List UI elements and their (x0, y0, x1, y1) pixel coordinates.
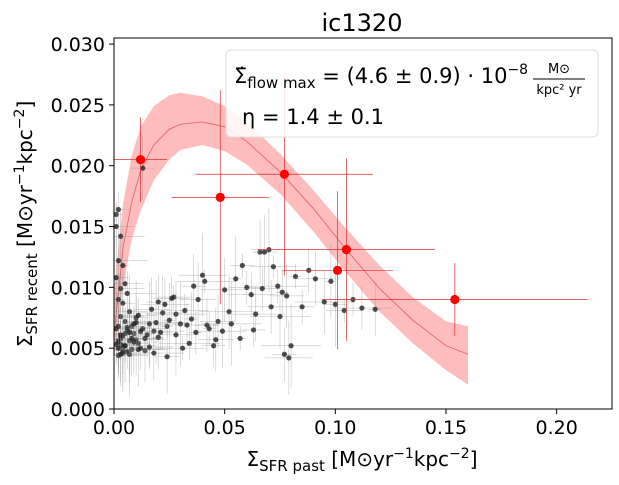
annotation-eta: η = 1.4 ± 0.1 (242, 105, 384, 129)
y-axis: 0.000 0.005 0.010 0.015 0.020 0.025 0.030 (51, 34, 114, 421)
y-tick-label: 0.015 (51, 217, 105, 239)
pixel-point (199, 274, 260, 349)
binned-point (257, 158, 435, 341)
model-center-line (113, 121, 469, 355)
pixel-point (261, 303, 322, 388)
y-tick-label: 0.010 (51, 277, 105, 299)
pixel-point (128, 319, 153, 344)
y-axis-label: ΣSFR recent [M⊙yr−1kpc−2] (12, 101, 41, 348)
pixel-point (163, 283, 176, 358)
pixel-point (241, 312, 266, 347)
flow-unit-denominator: kpc² yr (536, 83, 582, 98)
x-tick-label: 0.00 (93, 417, 135, 439)
pixel-point (198, 294, 247, 369)
pixel-point (123, 290, 136, 375)
pixel-point (140, 277, 189, 332)
pixel-point (229, 236, 242, 321)
pixel-point (174, 269, 235, 294)
pixel-point (155, 319, 180, 394)
flow-exponent: −8 (507, 62, 528, 78)
pixel-point (230, 253, 255, 278)
pixel-point (272, 327, 297, 382)
binned-point (322, 263, 588, 337)
pixel-point (369, 282, 382, 337)
pixel-point (114, 209, 145, 264)
y-tick-label: 0.000 (51, 399, 105, 421)
pixel-point (181, 254, 206, 319)
pixel-point (323, 262, 348, 347)
pixel-points-layer (113, 136, 392, 397)
x-tick-label: 0.05 (204, 417, 246, 439)
pixel-point (201, 281, 262, 366)
y-tick-label: 0.025 (51, 95, 105, 117)
pixel-point (158, 336, 207, 361)
binned-point (114, 117, 168, 203)
flow-value: = (4.6 ± 0.9) · 10 (316, 64, 508, 88)
y-tick-label: 0.020 (51, 156, 105, 178)
pixel-point (130, 136, 155, 201)
pixel-point (247, 269, 308, 304)
binned-point (171, 90, 269, 305)
flow-unit-numerator: M⊙ (548, 62, 570, 77)
pixel-point (268, 263, 305, 328)
plot-frame (113, 37, 613, 410)
y-tick-label: 0.030 (51, 34, 105, 56)
model-band (114, 92, 469, 385)
pixel-point (324, 244, 337, 319)
legend-box: Σ̇flow max = (4.6 ± 0.9) · 10−8 M⊙ kpc² … (225, 49, 599, 138)
pixel-point (189, 310, 202, 355)
pixel-point (264, 320, 313, 395)
annotation-flow: Σ̇flow max = (4.6 ± 0.9) · 10−8 (234, 62, 528, 92)
pixel-point (180, 262, 217, 337)
pixel-point (200, 257, 249, 322)
flow-subscript: flow max (247, 74, 315, 92)
pixel-point (157, 292, 194, 377)
flow-symbol: Σ̇ (234, 64, 247, 88)
pixel-point (225, 287, 286, 342)
pixel-point (120, 298, 157, 333)
x-tick-label: 0.10 (314, 417, 356, 439)
y-tick-label: 0.005 (51, 338, 105, 360)
pixel-point (114, 308, 156, 383)
pixel-point (234, 326, 247, 351)
x-tick-label: 0.20 (536, 417, 578, 439)
pixel-point (155, 285, 192, 310)
pixel-point (227, 272, 276, 317)
binned-points-layer (114, 73, 588, 350)
pixel-point (121, 311, 146, 336)
pixel-point (114, 192, 131, 227)
pixel-point (250, 284, 310, 349)
pixel-point (178, 233, 227, 318)
x-tick-label: 0.15 (425, 417, 467, 439)
pixel-point (185, 291, 198, 346)
model-band-layer (113, 92, 469, 385)
chart-title: ic1320 (322, 9, 403, 37)
pixel-point (148, 315, 173, 350)
binned-point (282, 191, 393, 350)
x-axis: 0.00 0.05 0.10 0.15 0.20 (93, 409, 578, 439)
pixel-point (252, 215, 277, 290)
pixel-point (159, 326, 220, 361)
x-axis-label: ΣSFR past [M⊙yr−1kpc−2] (247, 446, 478, 475)
pixel-point (289, 264, 302, 289)
pixel-point (247, 279, 296, 334)
pixel-point (201, 323, 226, 368)
pixel-point (197, 307, 234, 372)
pixel-point (244, 266, 281, 311)
pixel-point (114, 271, 144, 296)
pixel-point (160, 293, 209, 328)
pixel-point (249, 254, 298, 279)
pixel-point (331, 286, 392, 331)
pixel-point (133, 277, 170, 342)
pixel-point (326, 298, 363, 323)
pixel-point (125, 324, 174, 369)
